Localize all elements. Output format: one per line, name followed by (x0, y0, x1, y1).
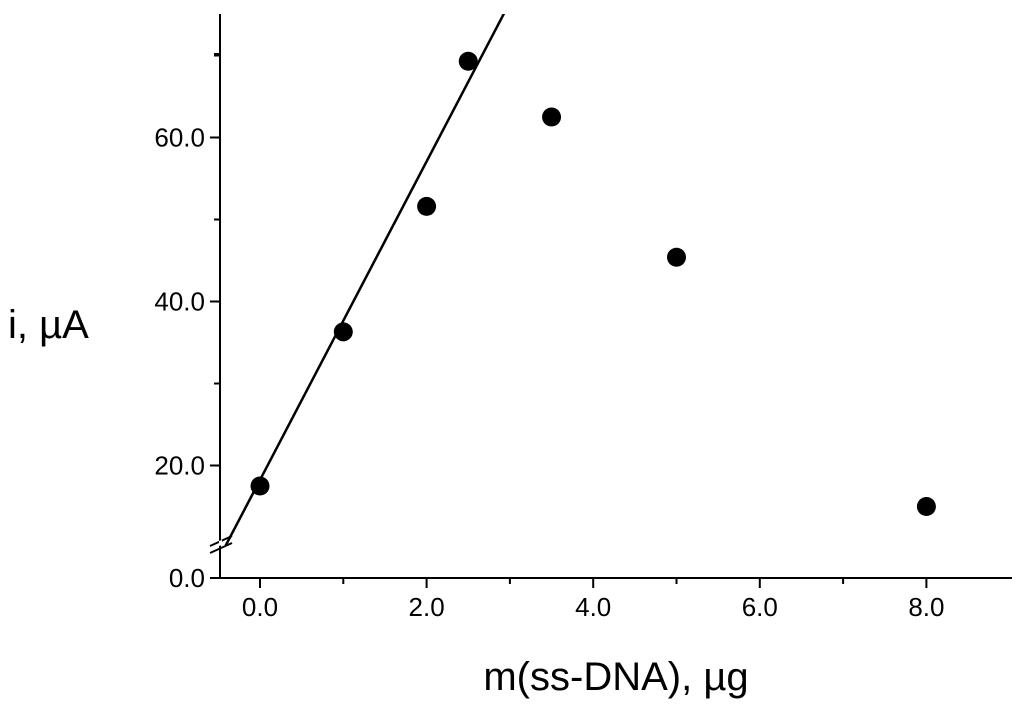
data-points (250, 51, 936, 516)
x-tick-label: 2.0 (409, 592, 445, 622)
x-tick-label: 8.0 (908, 592, 944, 622)
x-axis-label: m(ss-DNA), µg (483, 655, 748, 699)
data-point (458, 51, 478, 71)
tick-labels: 0.0 2.0 4.0 6.0 8.0 20.0 40.0 60.0 0.0 (154, 123, 944, 623)
y-axis-label: i, µA (8, 303, 89, 347)
y-tick-label-zero: 0.0 (169, 563, 205, 593)
x-tick-label: 0.0 (242, 592, 278, 622)
x-tick-label: 4.0 (575, 592, 611, 622)
data-point (250, 476, 270, 496)
y-axis-break-gap (219, 540, 222, 546)
y-tick-label: 60.0 (154, 123, 205, 153)
x-tick-label: 6.0 (742, 592, 778, 622)
y-tick-label: 20.0 (154, 451, 205, 481)
data-point (542, 107, 562, 127)
fit-line (224, 14, 506, 545)
data-point (916, 497, 936, 516)
y-axis-break-mark (209, 542, 233, 554)
data-point (417, 196, 437, 216)
data-point (667, 247, 686, 267)
axes (209, 14, 1012, 588)
data-point (333, 322, 353, 342)
fit-line-layer (224, 14, 506, 545)
y-tick-label: 40.0 (154, 287, 205, 317)
